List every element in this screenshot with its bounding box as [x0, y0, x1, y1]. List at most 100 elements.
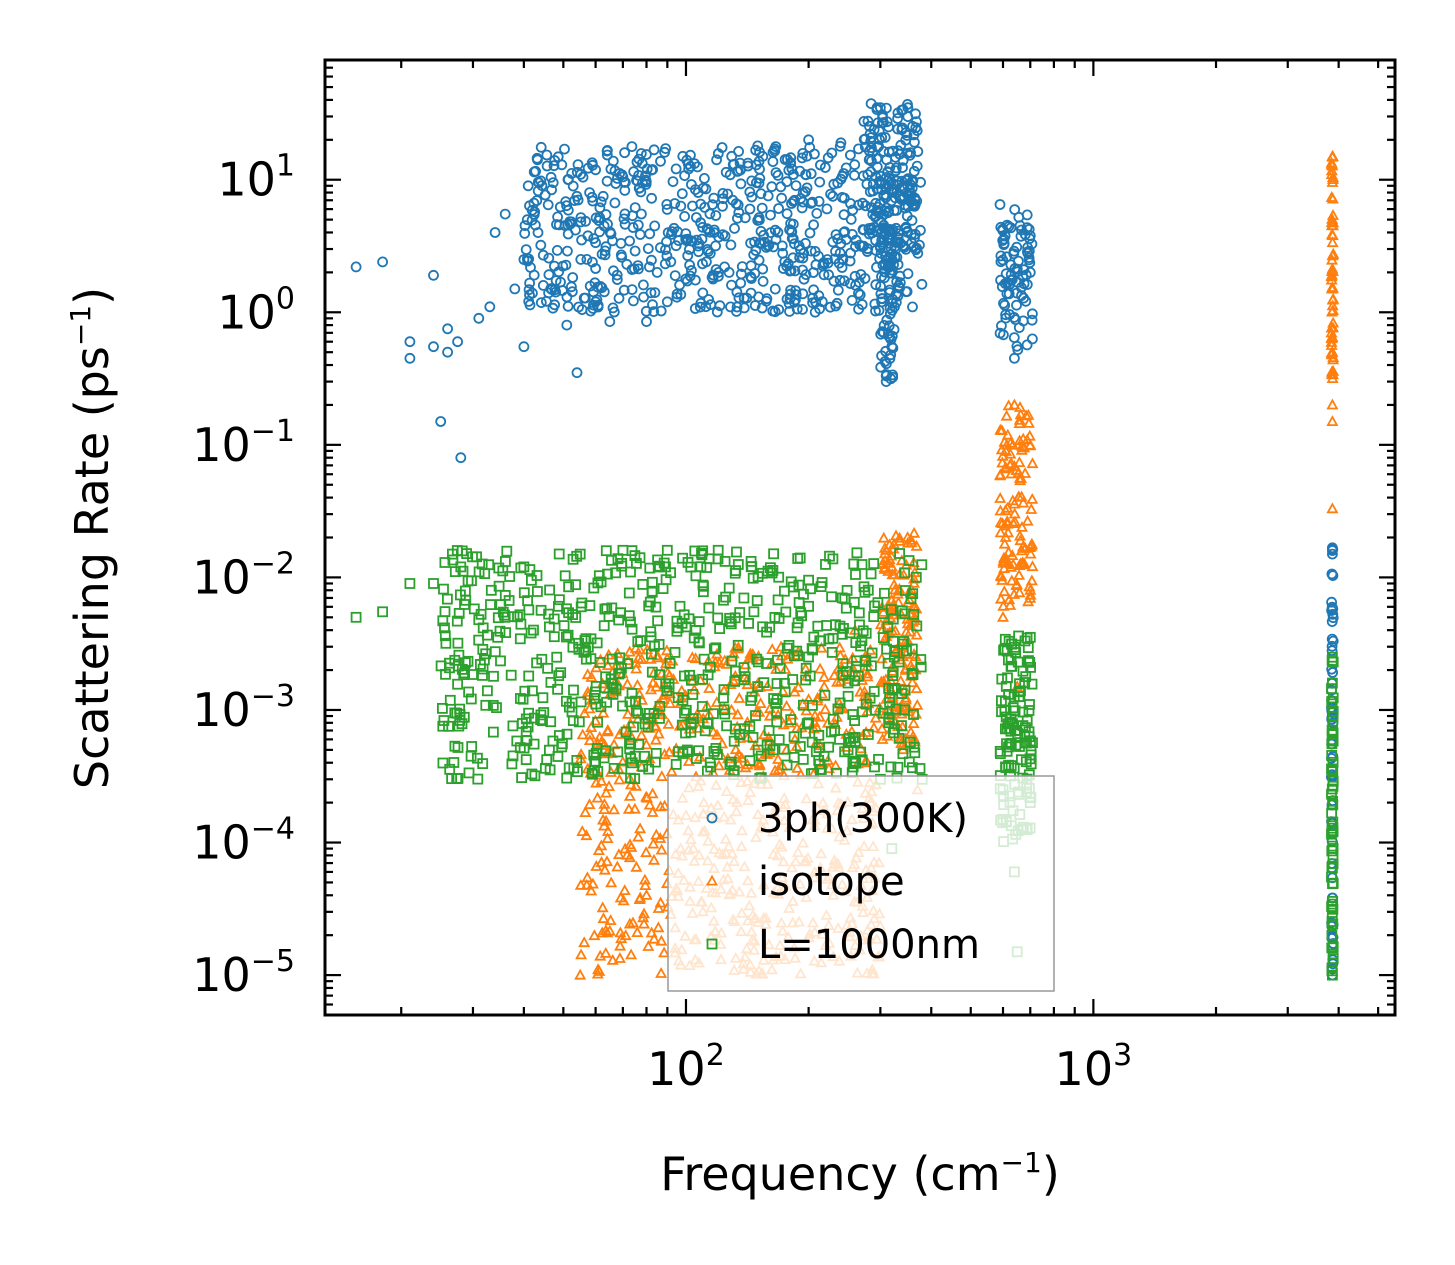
data-point-circle	[590, 263, 601, 274]
data-point-circle	[762, 190, 774, 202]
data-point-triangle	[996, 610, 1010, 622]
data-point-square	[516, 772, 527, 783]
data-point-square	[885, 761, 897, 773]
data-point-square	[1003, 759, 1014, 771]
data-point-circle	[634, 229, 646, 240]
data-point-circle	[676, 188, 688, 200]
data-point-triangle	[633, 643, 646, 655]
data-point-circle	[785, 157, 797, 169]
data-point-square	[607, 689, 619, 700]
data-point-square	[787, 581, 799, 593]
data-point-square	[532, 586, 543, 597]
data-point-square	[827, 713, 839, 725]
data-point-square	[449, 654, 461, 666]
data-point-circle	[633, 153, 645, 165]
y-axis-label-end: )	[65, 287, 119, 305]
y-tick-label-base: 10	[192, 816, 251, 870]
data-point-triangle	[649, 733, 662, 745]
data-point-square	[794, 741, 806, 752]
data-point-triangle	[621, 707, 634, 719]
data-point-square	[1009, 641, 1020, 653]
data-point-square	[712, 749, 723, 760]
data-point-square	[437, 720, 449, 732]
data-point-square	[850, 569, 861, 580]
data-point-triangle	[598, 797, 611, 809]
data-point-square	[889, 646, 900, 657]
data-point-circle	[1326, 601, 1338, 613]
data-point-triangle	[578, 936, 591, 948]
y-tick-label-base: 10	[192, 948, 251, 1002]
data-point-triangle	[1326, 159, 1339, 171]
data-point-square	[798, 699, 809, 711]
data-point-circle	[892, 107, 904, 119]
data-point-circle	[834, 274, 846, 286]
data-point-circle	[552, 211, 563, 223]
data-point-triangle	[996, 456, 1009, 468]
data-point-circle	[735, 277, 747, 289]
data-point-circle	[874, 133, 885, 145]
data-point-triangle	[1020, 409, 1033, 421]
legend: 3ph(300K) isotope L=1000nm	[667, 775, 1055, 992]
data-point-triangle	[880, 543, 893, 555]
data-point-circle	[809, 245, 821, 257]
y-tick-label: 100	[217, 281, 295, 339]
data-point-circle	[907, 301, 918, 313]
data-point-circle	[1326, 633, 1338, 645]
data-point-square	[714, 623, 725, 634]
data-point-square	[882, 657, 894, 669]
data-point-triangle	[771, 753, 785, 764]
data-point-triangle	[885, 560, 898, 572]
data-point-circle	[618, 213, 630, 225]
data-point-square	[729, 612, 741, 624]
data-point-square	[1024, 699, 1035, 710]
data-point-square	[1327, 877, 1339, 889]
data-point-circle	[679, 210, 690, 222]
data-point-triangle	[583, 734, 596, 745]
data-point-square	[853, 607, 865, 619]
data-point-triangle	[581, 871, 594, 883]
data-point-circle	[541, 149, 553, 161]
data-point-square	[684, 669, 695, 681]
data-point-triangle	[654, 800, 667, 812]
data-point-triangle	[600, 814, 613, 826]
data-point-square	[752, 571, 764, 582]
x-axis-label-end: )	[1042, 1147, 1060, 1201]
y-tick-label: 10−2	[192, 546, 295, 604]
data-point-circle	[587, 256, 598, 268]
data-point-circle	[1008, 248, 1020, 260]
legend-label-3ph: 3ph(300K)	[758, 796, 968, 842]
data-point-triangle	[754, 697, 767, 708]
y-tick-label-exponent: −2	[251, 546, 295, 581]
data-point-circle	[838, 209, 850, 221]
data-point-square	[897, 748, 909, 760]
data-point-circle	[562, 204, 574, 216]
data-point-circle	[530, 165, 541, 177]
data-point-square	[738, 662, 750, 673]
data-point-circle	[710, 210, 722, 221]
data-point-circle	[753, 177, 765, 189]
data-point-triangle	[1327, 353, 1340, 365]
data-point-circle	[679, 170, 690, 182]
data-point-circle	[1021, 209, 1033, 221]
data-point-circle	[672, 226, 683, 238]
data-point-square	[504, 571, 516, 582]
data-point-square	[542, 662, 553, 674]
data-point-triangle	[867, 721, 880, 733]
data-point-circle	[599, 245, 611, 257]
data-point-square	[653, 639, 665, 650]
data-point-circle	[735, 164, 746, 176]
data-point-circle	[739, 212, 751, 224]
data-point-circle	[897, 104, 909, 116]
data-point-circle	[886, 341, 898, 353]
data-point-square	[570, 612, 582, 623]
data-point-square	[545, 677, 557, 688]
data-point-triangle	[997, 599, 1010, 611]
data-point-triangle	[733, 692, 746, 703]
data-point-triangle	[1326, 265, 1339, 277]
data-point-square	[566, 706, 578, 718]
data-point-triangle	[594, 949, 607, 961]
data-point-circle	[543, 287, 554, 299]
data-point-triangle	[876, 558, 889, 569]
data-point-circle	[581, 253, 593, 265]
